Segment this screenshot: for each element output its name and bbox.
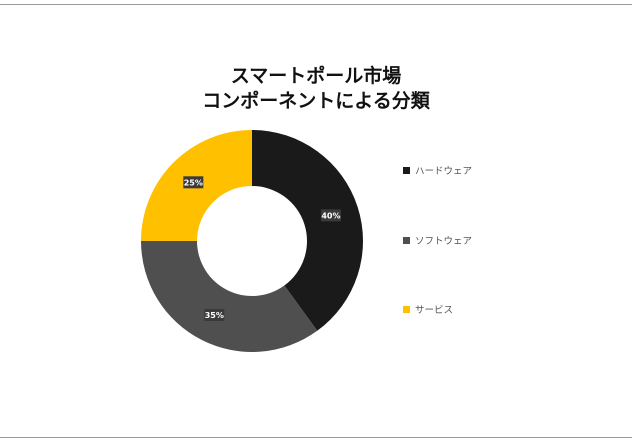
- data-label-box: [320, 209, 341, 222]
- chart-title: スマートポール市場 コンポーネントによる分類: [0, 64, 632, 114]
- legend-item-services: サービス: [403, 302, 453, 316]
- donut-slice-software: [141, 241, 318, 352]
- legend-label-software: ソフトウェア: [415, 236, 473, 247]
- bottom-divider: [0, 437, 632, 438]
- data-label-box: [183, 176, 204, 189]
- legend-item-hardware: ハードウェア: [403, 163, 472, 177]
- data-label-box: [204, 308, 225, 321]
- data-label-software: 35%: [204, 308, 225, 321]
- legend-label-hardware: ハードウェア: [415, 166, 473, 177]
- legend-swatch-services: [403, 305, 410, 313]
- data-label-text: 40%: [321, 211, 340, 220]
- data-label-text: 25%: [184, 178, 203, 187]
- donut-slice-hardware: [252, 130, 363, 331]
- data-label-text: 35%: [205, 311, 224, 320]
- legend-label-services: サービス: [415, 305, 454, 316]
- legend-swatch-software: [403, 236, 410, 244]
- legend-swatch-hardware: [403, 166, 410, 174]
- data-label-services: 25%: [183, 176, 204, 189]
- chart-legend: ハードウェア ソフトウェア サービス: [403, 0, 603, 447]
- legend-item-software: ソフトウェア: [403, 233, 472, 247]
- top-divider: [0, 4, 632, 5]
- chart-title-line-2: コンポーネントによる分類: [202, 90, 430, 112]
- data-label-hardware: 40%: [320, 209, 341, 222]
- chart-title-line-1: スマートポール市場: [230, 65, 402, 87]
